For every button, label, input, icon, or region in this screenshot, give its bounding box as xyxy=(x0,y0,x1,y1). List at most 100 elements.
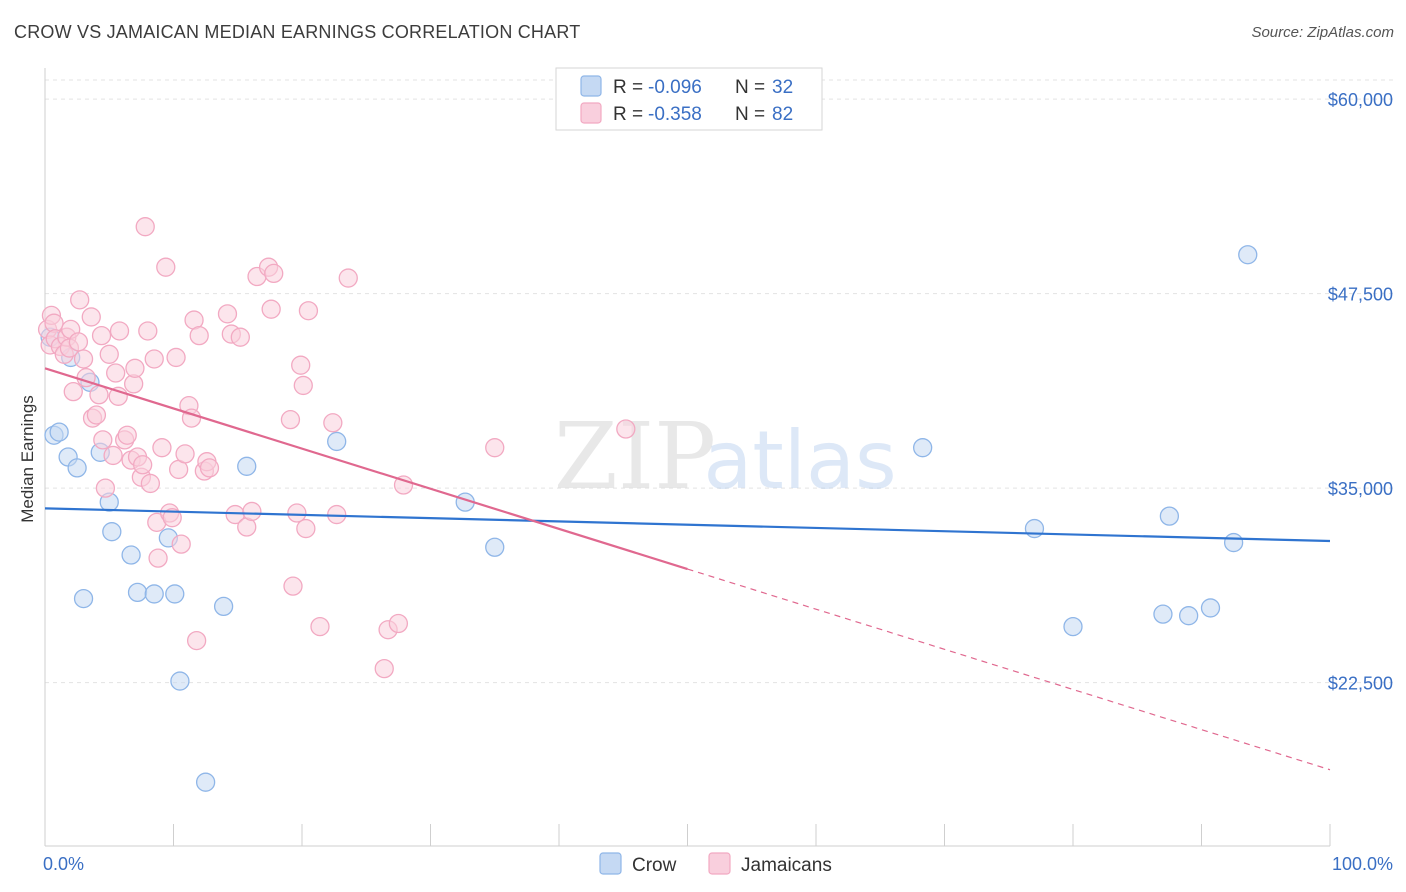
data-point-jamaicans xyxy=(283,576,303,596)
y-tick-label: $22,500 xyxy=(1328,674,1393,694)
data-point-jamaicans xyxy=(189,325,209,346)
data-point-jamaicans xyxy=(117,425,137,445)
gridlines xyxy=(45,79,1394,684)
data-point-crow xyxy=(327,431,347,452)
data-point-crow xyxy=(195,772,216,792)
data-point-crow xyxy=(1063,616,1083,637)
stats-n-label-crow: N = xyxy=(735,77,765,98)
data-point-jamaicans xyxy=(287,503,307,523)
data-point-jamaicans xyxy=(217,304,238,324)
data-point-jamaicans xyxy=(261,299,281,319)
stats-r-value-jamaicans: -0.358 xyxy=(648,104,702,125)
legend-swatch-jamaicans xyxy=(708,852,731,875)
data-point-jamaicans xyxy=(68,332,89,352)
data-point-jamaicans xyxy=(99,344,119,364)
data-point-crow xyxy=(213,596,234,617)
data-point-crow xyxy=(1179,606,1199,626)
data-point-jamaicans xyxy=(86,405,107,425)
trend-line-extension-jamaicans xyxy=(687,568,1331,771)
data-point-jamaicans xyxy=(73,349,94,369)
data-point-crow xyxy=(102,522,122,542)
stats-swatch-crow xyxy=(580,75,602,97)
trend-line-crow xyxy=(44,507,1331,543)
data-point-jamaicans xyxy=(485,438,505,458)
trend-line-jamaicans xyxy=(44,367,688,571)
data-point-jamaicans xyxy=(388,613,409,634)
x-tick-label-max: 100.0% xyxy=(1332,854,1393,874)
y-tick-label: $47,500 xyxy=(1328,285,1393,305)
data-point-crow xyxy=(170,671,190,691)
data-point-crow xyxy=(1223,532,1244,553)
series-legend: Crow Jamaicans xyxy=(599,852,832,876)
stats-swatch-jamaicans xyxy=(580,102,602,124)
data-point-jamaicans xyxy=(264,263,284,284)
data-point-jamaicans xyxy=(242,501,262,522)
stats-r-value-crow: -0.096 xyxy=(648,77,702,98)
data-point-crow xyxy=(67,458,87,478)
trend-lines xyxy=(44,367,1331,771)
data-point-jamaicans xyxy=(81,307,101,327)
data-point-jamaicans xyxy=(144,349,164,369)
source-credit: Source: ZipAtlas.com xyxy=(1251,24,1394,41)
data-point-crow xyxy=(127,582,148,603)
data-point-jamaicans xyxy=(393,475,414,495)
data-point-jamaicans xyxy=(296,518,316,539)
data-point-jamaicans xyxy=(152,438,172,458)
data-point-jamaicans xyxy=(70,290,90,310)
stats-legend: R = -0.096 N = 32 R = -0.358 N = 82 xyxy=(555,67,823,131)
data-point-crow xyxy=(1024,518,1045,539)
data-point-jamaicans xyxy=(162,508,182,528)
data-point-jamaicans xyxy=(63,381,83,402)
stats-n-value-jamaicans: 82 xyxy=(772,104,793,125)
data-point-jamaicans xyxy=(95,478,116,498)
data-point-jamaicans xyxy=(616,419,636,439)
y-tick-labels: $22,500 $35,000 $47,500 $60,000 xyxy=(1328,90,1393,694)
data-point-crow xyxy=(913,438,933,458)
data-points xyxy=(37,217,1258,792)
data-point-jamaicans xyxy=(133,455,153,475)
legend-label-crow: Crow xyxy=(632,855,677,876)
legend-label-jamaicans: Jamaicans xyxy=(741,855,832,876)
watermark-atlas: atlas xyxy=(703,414,896,507)
legend-swatch-crow xyxy=(599,852,622,875)
data-point-jamaicans xyxy=(171,534,191,554)
data-point-crow xyxy=(1238,245,1258,265)
data-point-jamaicans xyxy=(230,327,250,347)
watermark: ZIP atlas xyxy=(554,403,897,510)
data-point-jamaicans xyxy=(93,430,113,450)
y-tick-label: $35,000 xyxy=(1328,479,1393,499)
data-point-jamaicans xyxy=(156,257,176,277)
data-point-crow xyxy=(485,537,505,557)
data-point-crow xyxy=(1159,506,1180,526)
x-tick-labels: 0.0% 100.0% xyxy=(43,854,1393,874)
y-axis-title: Median Earnings xyxy=(18,395,37,523)
watermark-zip: ZIP xyxy=(554,403,716,510)
data-point-jamaicans xyxy=(291,355,311,375)
data-point-jamaicans xyxy=(323,413,343,433)
data-point-jamaicans xyxy=(338,268,358,288)
data-point-jamaicans xyxy=(298,301,319,321)
chart-title: CROW VS JAMAICAN MEDIAN EARNINGS CORRELA… xyxy=(14,22,581,42)
data-point-jamaicans xyxy=(135,217,155,237)
stats-r-label-crow: R = xyxy=(613,77,643,98)
data-point-jamaicans xyxy=(91,325,112,346)
data-point-jamaicans xyxy=(374,658,394,679)
data-point-jamaicans xyxy=(293,375,313,396)
data-point-jamaicans xyxy=(109,321,130,341)
data-point-jamaicans xyxy=(138,321,158,341)
data-point-jamaicans xyxy=(89,385,109,405)
data-point-crow xyxy=(165,584,185,604)
data-point-jamaicans xyxy=(199,458,220,478)
data-point-crow xyxy=(237,456,257,476)
stats-r-label-jamaicans: R = xyxy=(613,104,643,125)
data-point-jamaicans xyxy=(103,445,123,466)
data-point-crow xyxy=(49,422,69,442)
y-tick-label: $60,000 xyxy=(1328,90,1393,110)
stats-n-value-crow: 32 xyxy=(772,77,793,98)
x-tick-label-min: 0.0% xyxy=(43,854,84,874)
data-point-jamaicans xyxy=(310,616,330,637)
data-point-jamaicans xyxy=(175,444,195,464)
data-point-crow xyxy=(121,545,141,565)
data-point-crow xyxy=(1153,604,1173,624)
